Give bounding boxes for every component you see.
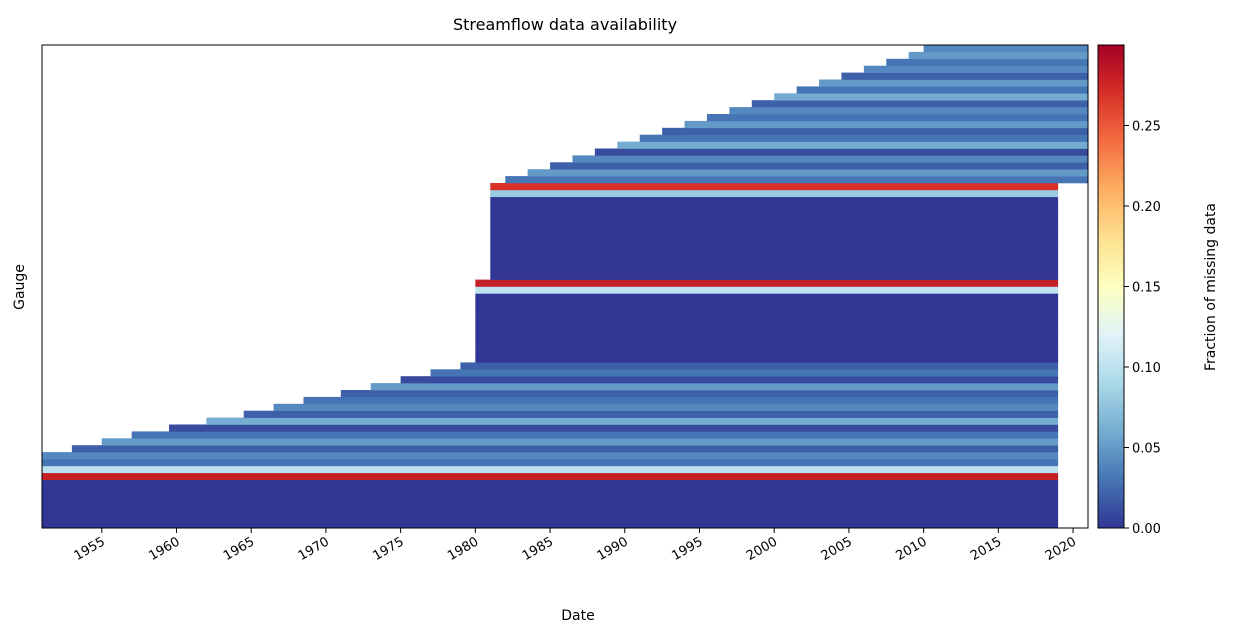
heatmap-row	[527, 169, 1088, 177]
heatmap-row	[490, 272, 1059, 280]
colorbar-tick-label: 0.00	[1132, 522, 1161, 537]
heatmap-row	[796, 86, 1088, 94]
heatmap-row	[886, 58, 1088, 66]
heatmap-row	[71, 445, 1059, 453]
colorbar-label: Fraction of missing data	[1203, 203, 1219, 371]
heatmap-row	[475, 293, 1059, 301]
heatmap-row	[370, 383, 1059, 391]
heatmap-row	[42, 465, 1059, 474]
heatmap-row	[400, 376, 1059, 384]
heatmap-row	[729, 107, 1088, 115]
heatmap-row	[131, 431, 1059, 439]
plot-frame	[41, 44, 1089, 529]
x-tick-label: 1995	[669, 534, 705, 564]
heatmap-row	[206, 417, 1059, 425]
heatmap-row	[42, 521, 1059, 529]
heatmap-row	[475, 348, 1059, 356]
x-tick-label: 1960	[146, 534, 182, 564]
heatmap-row	[490, 217, 1059, 225]
heatmap-row	[490, 196, 1059, 204]
heatmap-row	[617, 141, 1088, 149]
colorbar-tick-label: 0.15	[1132, 281, 1161, 296]
heatmap-row	[751, 100, 1088, 108]
heatmap-row	[490, 189, 1059, 198]
heatmap-row	[923, 45, 1088, 53]
colorbar-tick-label: 0.05	[1132, 442, 1161, 457]
heatmap-row	[42, 459, 1059, 467]
heatmap-row	[490, 265, 1059, 273]
heatmap-row	[273, 403, 1059, 411]
heatmap-row	[490, 203, 1059, 211]
heatmap-row	[490, 238, 1059, 246]
heatmap-row	[490, 210, 1059, 218]
chart-title: Streamflow data availability	[453, 15, 677, 34]
x-tick-label: 2010	[893, 534, 929, 564]
x-tick-label: 2020	[1043, 534, 1079, 564]
heatmap-row	[475, 334, 1059, 342]
heatmap-row	[475, 321, 1059, 329]
colorbar-tick-label: 0.10	[1132, 361, 1161, 376]
x-tick-label: 1990	[595, 534, 631, 564]
heatmap-row	[475, 300, 1059, 308]
heatmap-row	[460, 362, 1059, 370]
y-axis-label: Gauge	[12, 264, 28, 310]
heatmap-row	[490, 224, 1059, 232]
heatmap-row	[475, 286, 1059, 294]
heatmap-row	[490, 183, 1059, 191]
heatmap-row	[490, 252, 1059, 260]
heatmap-row	[572, 155, 1088, 163]
x-tick-label: 1985	[520, 534, 556, 564]
heatmap-row	[490, 258, 1059, 267]
x-tick-label: 2005	[819, 534, 855, 564]
x-tick-label: 1955	[72, 534, 108, 564]
heatmap-row	[42, 452, 1059, 460]
heatmap-row	[505, 176, 1088, 184]
x-tick-label: 2015	[968, 534, 1004, 564]
heatmap-row	[340, 390, 1059, 398]
heatmap-row	[430, 369, 1059, 377]
heatmap-row	[475, 307, 1059, 315]
heatmap-row	[475, 314, 1059, 322]
heatmap-row	[490, 231, 1059, 239]
heatmap-row	[774, 93, 1088, 101]
heatmap-row	[841, 72, 1088, 80]
heatmap-row	[169, 424, 1059, 432]
x-tick-label: 1965	[221, 534, 257, 564]
heatmap-row	[101, 438, 1059, 446]
colorbar-tick-label: 0.25	[1132, 120, 1161, 135]
heatmap-row	[42, 500, 1059, 508]
heatmap-row	[706, 114, 1088, 122]
x-tick-label: 1980	[445, 534, 481, 564]
heatmap-row	[243, 410, 1059, 418]
heatmap-row	[639, 134, 1088, 142]
heatmap-row	[42, 493, 1059, 501]
x-axis-label: Date	[561, 608, 594, 624]
heatmap-row	[42, 479, 1059, 487]
heatmap-row	[475, 341, 1059, 349]
heatmap-row	[475, 355, 1059, 363]
heatmap-row	[42, 507, 1059, 515]
heatmap-row	[42, 486, 1059, 494]
x-tick-label: 2000	[744, 534, 780, 564]
heatmap-row	[550, 162, 1088, 170]
heatmap-row	[490, 245, 1059, 253]
heatmap-row	[42, 472, 1059, 480]
colorbar	[1097, 44, 1125, 529]
x-tick-label: 1975	[370, 534, 406, 564]
heatmap-row	[475, 327, 1059, 336]
colorbar-tick-label: 0.20	[1132, 200, 1161, 215]
heatmap-row	[594, 148, 1088, 156]
heatmap-row	[42, 514, 1059, 522]
heatmap-row	[819, 79, 1088, 87]
heatmap-row	[863, 65, 1088, 73]
heatmap-row	[684, 120, 1088, 129]
heatmap-row	[662, 127, 1088, 135]
heatmap-row	[303, 396, 1059, 405]
heatmap-row	[908, 51, 1088, 60]
x-tick-label: 1970	[296, 534, 332, 564]
heatmap-row	[475, 279, 1059, 287]
